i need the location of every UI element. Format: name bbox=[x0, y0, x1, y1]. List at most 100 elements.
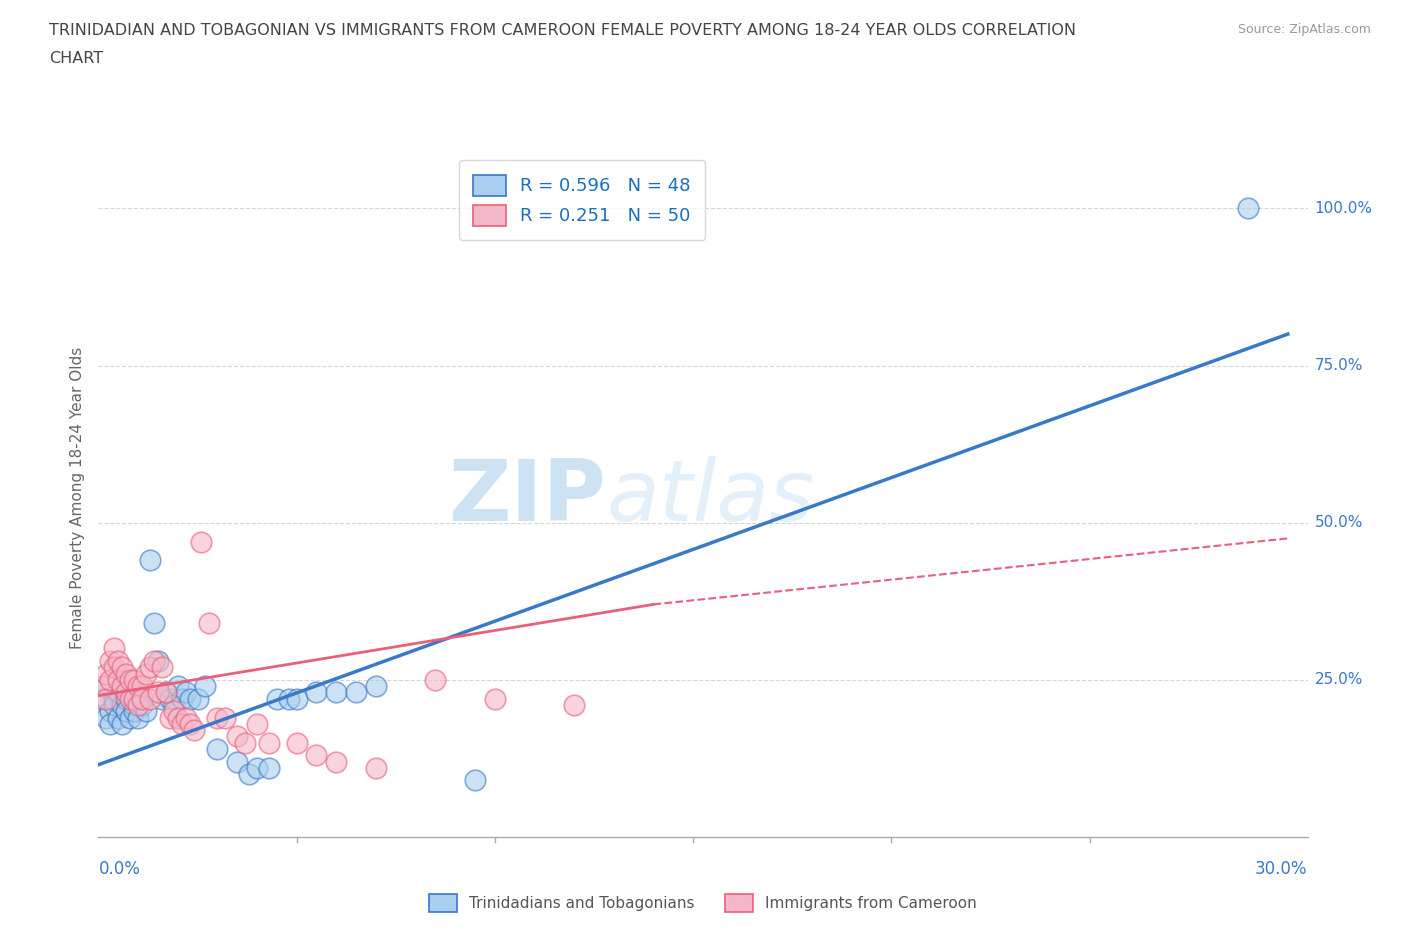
Point bbox=[562, 698, 585, 712]
Point bbox=[120, 679, 142, 694]
Point bbox=[96, 711, 118, 725]
Point bbox=[344, 685, 367, 700]
Point bbox=[364, 761, 387, 776]
Point bbox=[146, 685, 169, 700]
Point bbox=[127, 711, 149, 725]
Point bbox=[111, 716, 134, 731]
Point bbox=[122, 672, 145, 687]
Point bbox=[159, 711, 181, 725]
Text: 100.0%: 100.0% bbox=[1315, 201, 1372, 216]
Point bbox=[98, 704, 121, 719]
Point bbox=[139, 660, 162, 675]
Point bbox=[170, 716, 193, 731]
Point bbox=[257, 736, 280, 751]
Point bbox=[91, 679, 114, 694]
Point bbox=[127, 679, 149, 694]
Point bbox=[142, 616, 165, 631]
Point bbox=[166, 711, 188, 725]
Point bbox=[257, 761, 280, 776]
Point bbox=[103, 641, 125, 656]
Point bbox=[190, 534, 212, 549]
Point bbox=[285, 736, 308, 751]
Point bbox=[246, 761, 269, 776]
Y-axis label: Female Poverty Among 18-24 Year Olds: Female Poverty Among 18-24 Year Olds bbox=[69, 347, 84, 649]
Point bbox=[325, 754, 347, 769]
Point bbox=[120, 672, 142, 687]
Point bbox=[194, 679, 217, 694]
Point bbox=[122, 698, 145, 712]
Point bbox=[484, 691, 506, 706]
Point bbox=[159, 691, 181, 706]
Point bbox=[163, 698, 186, 712]
Point bbox=[98, 672, 121, 687]
Point bbox=[238, 766, 260, 781]
Text: Source: ZipAtlas.com: Source: ZipAtlas.com bbox=[1237, 23, 1371, 36]
Point bbox=[155, 685, 177, 700]
Point bbox=[285, 691, 308, 706]
Point bbox=[120, 691, 142, 706]
Point bbox=[122, 704, 145, 719]
Point bbox=[174, 685, 197, 700]
Point bbox=[115, 691, 138, 706]
Point bbox=[198, 616, 221, 631]
Point bbox=[111, 679, 134, 694]
Point bbox=[186, 691, 208, 706]
Point bbox=[179, 691, 201, 706]
Point bbox=[131, 698, 153, 712]
Point bbox=[135, 704, 157, 719]
Point bbox=[214, 711, 236, 725]
Point bbox=[122, 691, 145, 706]
Point bbox=[98, 654, 121, 669]
Point bbox=[96, 679, 118, 694]
Point bbox=[183, 723, 205, 737]
Point bbox=[207, 741, 229, 756]
Point bbox=[207, 711, 229, 725]
Point bbox=[1237, 201, 1260, 216]
Point bbox=[139, 553, 162, 568]
Text: atlas: atlas bbox=[606, 456, 814, 539]
Point bbox=[170, 691, 193, 706]
Point bbox=[103, 698, 125, 712]
Point bbox=[111, 660, 134, 675]
Point bbox=[131, 691, 153, 706]
Text: TRINIDADIAN AND TOBAGONIAN VS IMMIGRANTS FROM CAMEROON FEMALE POVERTY AMONG 18-2: TRINIDADIAN AND TOBAGONIAN VS IMMIGRANTS… bbox=[49, 23, 1076, 38]
Point bbox=[103, 660, 125, 675]
Point bbox=[233, 736, 256, 751]
Point bbox=[91, 691, 114, 706]
Point bbox=[96, 691, 118, 706]
Point bbox=[127, 698, 149, 712]
Point bbox=[146, 654, 169, 669]
Point bbox=[464, 773, 486, 788]
Point bbox=[115, 685, 138, 700]
Point bbox=[277, 691, 299, 706]
Point bbox=[150, 660, 173, 675]
Point bbox=[115, 704, 138, 719]
Point bbox=[226, 729, 249, 744]
Point bbox=[139, 691, 162, 706]
Text: 75.0%: 75.0% bbox=[1315, 358, 1362, 373]
Point bbox=[150, 691, 173, 706]
Point bbox=[226, 754, 249, 769]
Point bbox=[107, 685, 129, 700]
Text: ZIP: ZIP bbox=[449, 456, 606, 539]
Point bbox=[135, 666, 157, 681]
Point bbox=[166, 679, 188, 694]
Point bbox=[246, 716, 269, 731]
Point bbox=[364, 679, 387, 694]
Point bbox=[107, 654, 129, 669]
Point bbox=[131, 679, 153, 694]
Point bbox=[425, 672, 447, 687]
Point bbox=[325, 685, 347, 700]
Text: 30.0%: 30.0% bbox=[1256, 860, 1308, 878]
Point bbox=[107, 711, 129, 725]
Point bbox=[120, 711, 142, 725]
Point bbox=[305, 748, 328, 763]
Text: CHART: CHART bbox=[49, 51, 103, 66]
Point bbox=[266, 691, 288, 706]
Point bbox=[179, 716, 201, 731]
Text: 0.0%: 0.0% bbox=[98, 860, 141, 878]
Point bbox=[96, 666, 118, 681]
Text: 50.0%: 50.0% bbox=[1315, 515, 1362, 530]
Point bbox=[98, 716, 121, 731]
Point bbox=[115, 666, 138, 681]
